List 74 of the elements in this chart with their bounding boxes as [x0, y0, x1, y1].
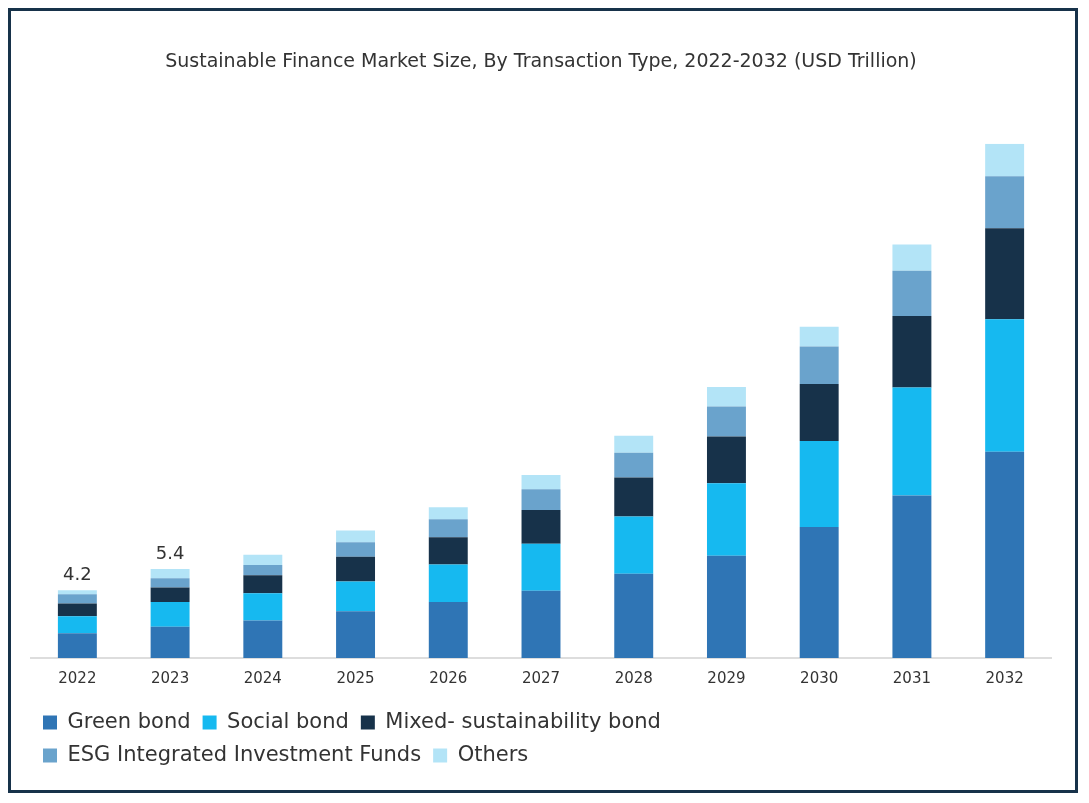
bar [57, 594, 97, 604]
bar [336, 556, 376, 582]
legend-label: Others [457, 741, 529, 766]
bar [336, 581, 376, 612]
bar [799, 526, 839, 658]
bar [428, 537, 468, 565]
bar [150, 578, 190, 588]
bar [243, 593, 283, 621]
bar [706, 483, 746, 556]
bar [150, 587, 190, 602]
chart-title: Sustainable Finance Market Size, By Transaction Type, 2022-2032 (USD Trillion) [165, 49, 917, 72]
legend-label: Mixed- sustainability bond [385, 708, 661, 733]
bar [706, 406, 746, 437]
x-tick-label: 2023 [151, 668, 190, 687]
bar [150, 601, 190, 627]
bar [985, 143, 1025, 177]
bar [706, 555, 746, 658]
x-tick-label: 2022 [58, 668, 97, 687]
bar [521, 489, 561, 510]
bar [799, 441, 839, 527]
bar [892, 270, 932, 317]
bar [985, 176, 1025, 229]
bar [614, 435, 654, 453]
bar [57, 590, 97, 595]
bar [521, 543, 561, 591]
x-tick-label: 2025 [336, 668, 375, 687]
bar [521, 474, 561, 490]
bar [428, 507, 468, 520]
x-tick-label: 2028 [614, 668, 653, 687]
bar [892, 495, 932, 658]
x-tick-label: 2024 [243, 668, 282, 687]
bar [428, 564, 468, 602]
bar [243, 564, 283, 576]
bar [57, 616, 97, 634]
annotation: 4.2 [63, 562, 92, 584]
bar [57, 603, 97, 617]
bar [614, 477, 654, 517]
bar [799, 383, 839, 442]
bar [892, 387, 932, 496]
bar [243, 554, 283, 565]
x-tick-label: 2027 [521, 668, 561, 687]
x-tick-label: 2030 [800, 668, 839, 687]
bar [706, 436, 746, 484]
bar [706, 387, 746, 407]
bar [521, 590, 561, 658]
bar [614, 516, 654, 574]
bar [521, 509, 561, 544]
x-tick-label: 2031 [892, 668, 931, 687]
bar [57, 633, 97, 658]
bar [428, 519, 468, 538]
legend-label: ESG Integrated Investment Funds [67, 741, 422, 766]
bar [799, 346, 839, 384]
bar [150, 569, 190, 579]
bar [985, 319, 1025, 452]
bar [892, 316, 932, 388]
annotation: 5.4 [155, 541, 185, 563]
bar [799, 326, 839, 347]
bar [614, 573, 654, 658]
bar [336, 611, 376, 658]
x-tick-label: 2032 [985, 668, 1024, 687]
bar [614, 452, 654, 478]
bar [892, 244, 932, 271]
legend-label: Social bond [227, 708, 349, 733]
bar [985, 451, 1025, 658]
bar [243, 575, 283, 594]
bar [336, 530, 376, 543]
bar [428, 601, 468, 658]
x-tick-label: 2029 [707, 668, 746, 687]
bar [150, 626, 190, 658]
bar [243, 620, 283, 658]
x-tick-label: 2026 [429, 668, 468, 687]
bar [336, 542, 376, 557]
bar [985, 228, 1025, 320]
legend-label: Green bond [67, 708, 191, 733]
